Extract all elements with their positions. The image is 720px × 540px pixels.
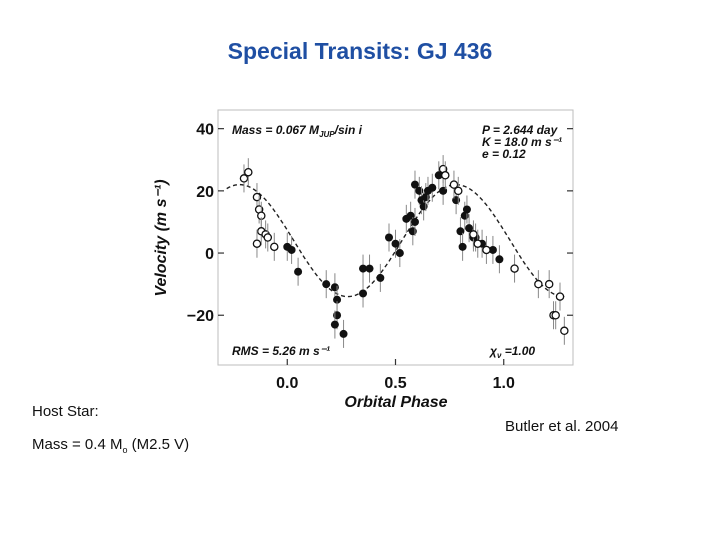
data-point-open: [244, 167, 253, 177]
data-points: [239, 155, 569, 348]
x-axis-label: Orbital Phase: [344, 394, 447, 410]
host-mass-sub: o: [122, 445, 128, 455]
y-tick-label: −20: [187, 308, 214, 325]
data-point-open: [534, 279, 543, 289]
annotation-amplitude: K = 18.0 m s⁻¹: [482, 135, 562, 149]
data-point-filled: [439, 186, 448, 195]
data-point-filled: [465, 224, 474, 233]
data-point-filled: [452, 196, 461, 205]
annotation-chi: χν =1.00: [488, 344, 535, 360]
data-point-filled: [495, 255, 504, 264]
x-tick-label: 1.0: [493, 375, 515, 392]
data-point-filled: [408, 227, 417, 236]
host-mass-text: Mass = 0.4 M: [32, 436, 123, 453]
data-point-open: [560, 326, 569, 336]
y-axis-label: Velocity (m s⁻¹): [153, 179, 170, 296]
data-point-filled: [294, 267, 303, 276]
data-point-open: [473, 239, 483, 248]
annotation-period: P = 2.644 day: [482, 123, 559, 137]
x-tick-label: 0.5: [384, 375, 406, 392]
data-point-filled: [333, 311, 342, 320]
annotation-rms: RMS = 5.26 m s⁻¹: [232, 344, 330, 358]
rv-chart: −20 0 20 40 0.0 0.5 1.0 Mass = 0.067 MJUP/sin …: [153, 109, 574, 410]
data-point-filled: [365, 264, 374, 273]
data-point-open: [555, 292, 565, 301]
data-point-filled: [395, 249, 404, 258]
data-point-filled: [410, 217, 419, 226]
annotation-mass: Mass = 0.067 MJUP/sin i: [232, 123, 363, 139]
data-point-filled: [428, 183, 437, 192]
data-point-filled: [391, 239, 400, 248]
citation: Butler et al. 2004: [505, 418, 619, 435]
data-point-open: [544, 279, 554, 289]
x-tick-label: 0.0: [276, 375, 298, 392]
data-point-filled: [434, 171, 443, 180]
data-point-open: [263, 233, 273, 242]
data-point-open: [270, 242, 279, 252]
host-star-mass: Mass = 0.4 Mo (M2.5 V): [32, 436, 189, 455]
data-point-open: [239, 174, 249, 183]
data-point-open: [252, 239, 262, 248]
data-point-filled: [330, 320, 339, 329]
data-point-filled: [333, 295, 342, 304]
y-tick-label: 20: [196, 184, 214, 201]
y-tick-label: 0: [205, 246, 214, 263]
data-point-open: [510, 264, 519, 273]
host-star-label: Host Star:: [32, 403, 99, 420]
data-point-open: [441, 171, 450, 180]
data-point-filled: [359, 264, 368, 273]
annotation-eccentricity: e = 0.12: [482, 147, 526, 161]
data-point-filled: [385, 233, 394, 242]
data-point-open: [454, 186, 463, 196]
slide-title: Special Transits: GJ 436: [227, 38, 493, 64]
data-point-filled: [410, 180, 419, 189]
data-point-filled: [339, 329, 348, 338]
host-mass-type: (M2.5 V): [127, 436, 190, 453]
data-point-filled: [456, 227, 465, 236]
y-tick-label: 40: [196, 122, 214, 139]
data-point-open: [551, 310, 560, 320]
data-point-filled: [488, 245, 497, 254]
fit-curve: [226, 183, 565, 298]
data-point-filled: [359, 289, 368, 298]
data-point-filled: [415, 186, 424, 195]
data-point-open: [469, 230, 478, 239]
data-point-filled: [462, 205, 471, 214]
data-point-open: [482, 245, 491, 255]
data-point-filled: [322, 280, 331, 289]
data-point-filled: [419, 202, 428, 211]
data-point-filled: [330, 283, 339, 292]
data-point-open: [449, 180, 459, 189]
ticks: −20 0 20 40 0.0 0.5 1.0: [187, 122, 573, 392]
data-point-filled: [287, 245, 296, 254]
data-point-filled: [458, 242, 467, 251]
data-point-filled: [376, 273, 385, 282]
